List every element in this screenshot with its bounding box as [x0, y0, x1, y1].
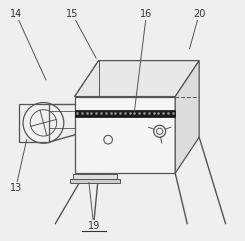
Text: 13: 13 — [10, 183, 22, 193]
Text: 20: 20 — [193, 9, 205, 19]
Polygon shape — [70, 179, 120, 183]
Polygon shape — [74, 97, 175, 173]
Polygon shape — [175, 60, 199, 173]
Polygon shape — [74, 60, 199, 97]
Text: 19: 19 — [88, 221, 100, 231]
Text: 16: 16 — [140, 9, 153, 19]
Polygon shape — [74, 110, 175, 117]
Polygon shape — [74, 174, 117, 179]
Text: 14: 14 — [10, 9, 22, 19]
Text: 15: 15 — [66, 9, 78, 19]
Circle shape — [23, 102, 64, 143]
